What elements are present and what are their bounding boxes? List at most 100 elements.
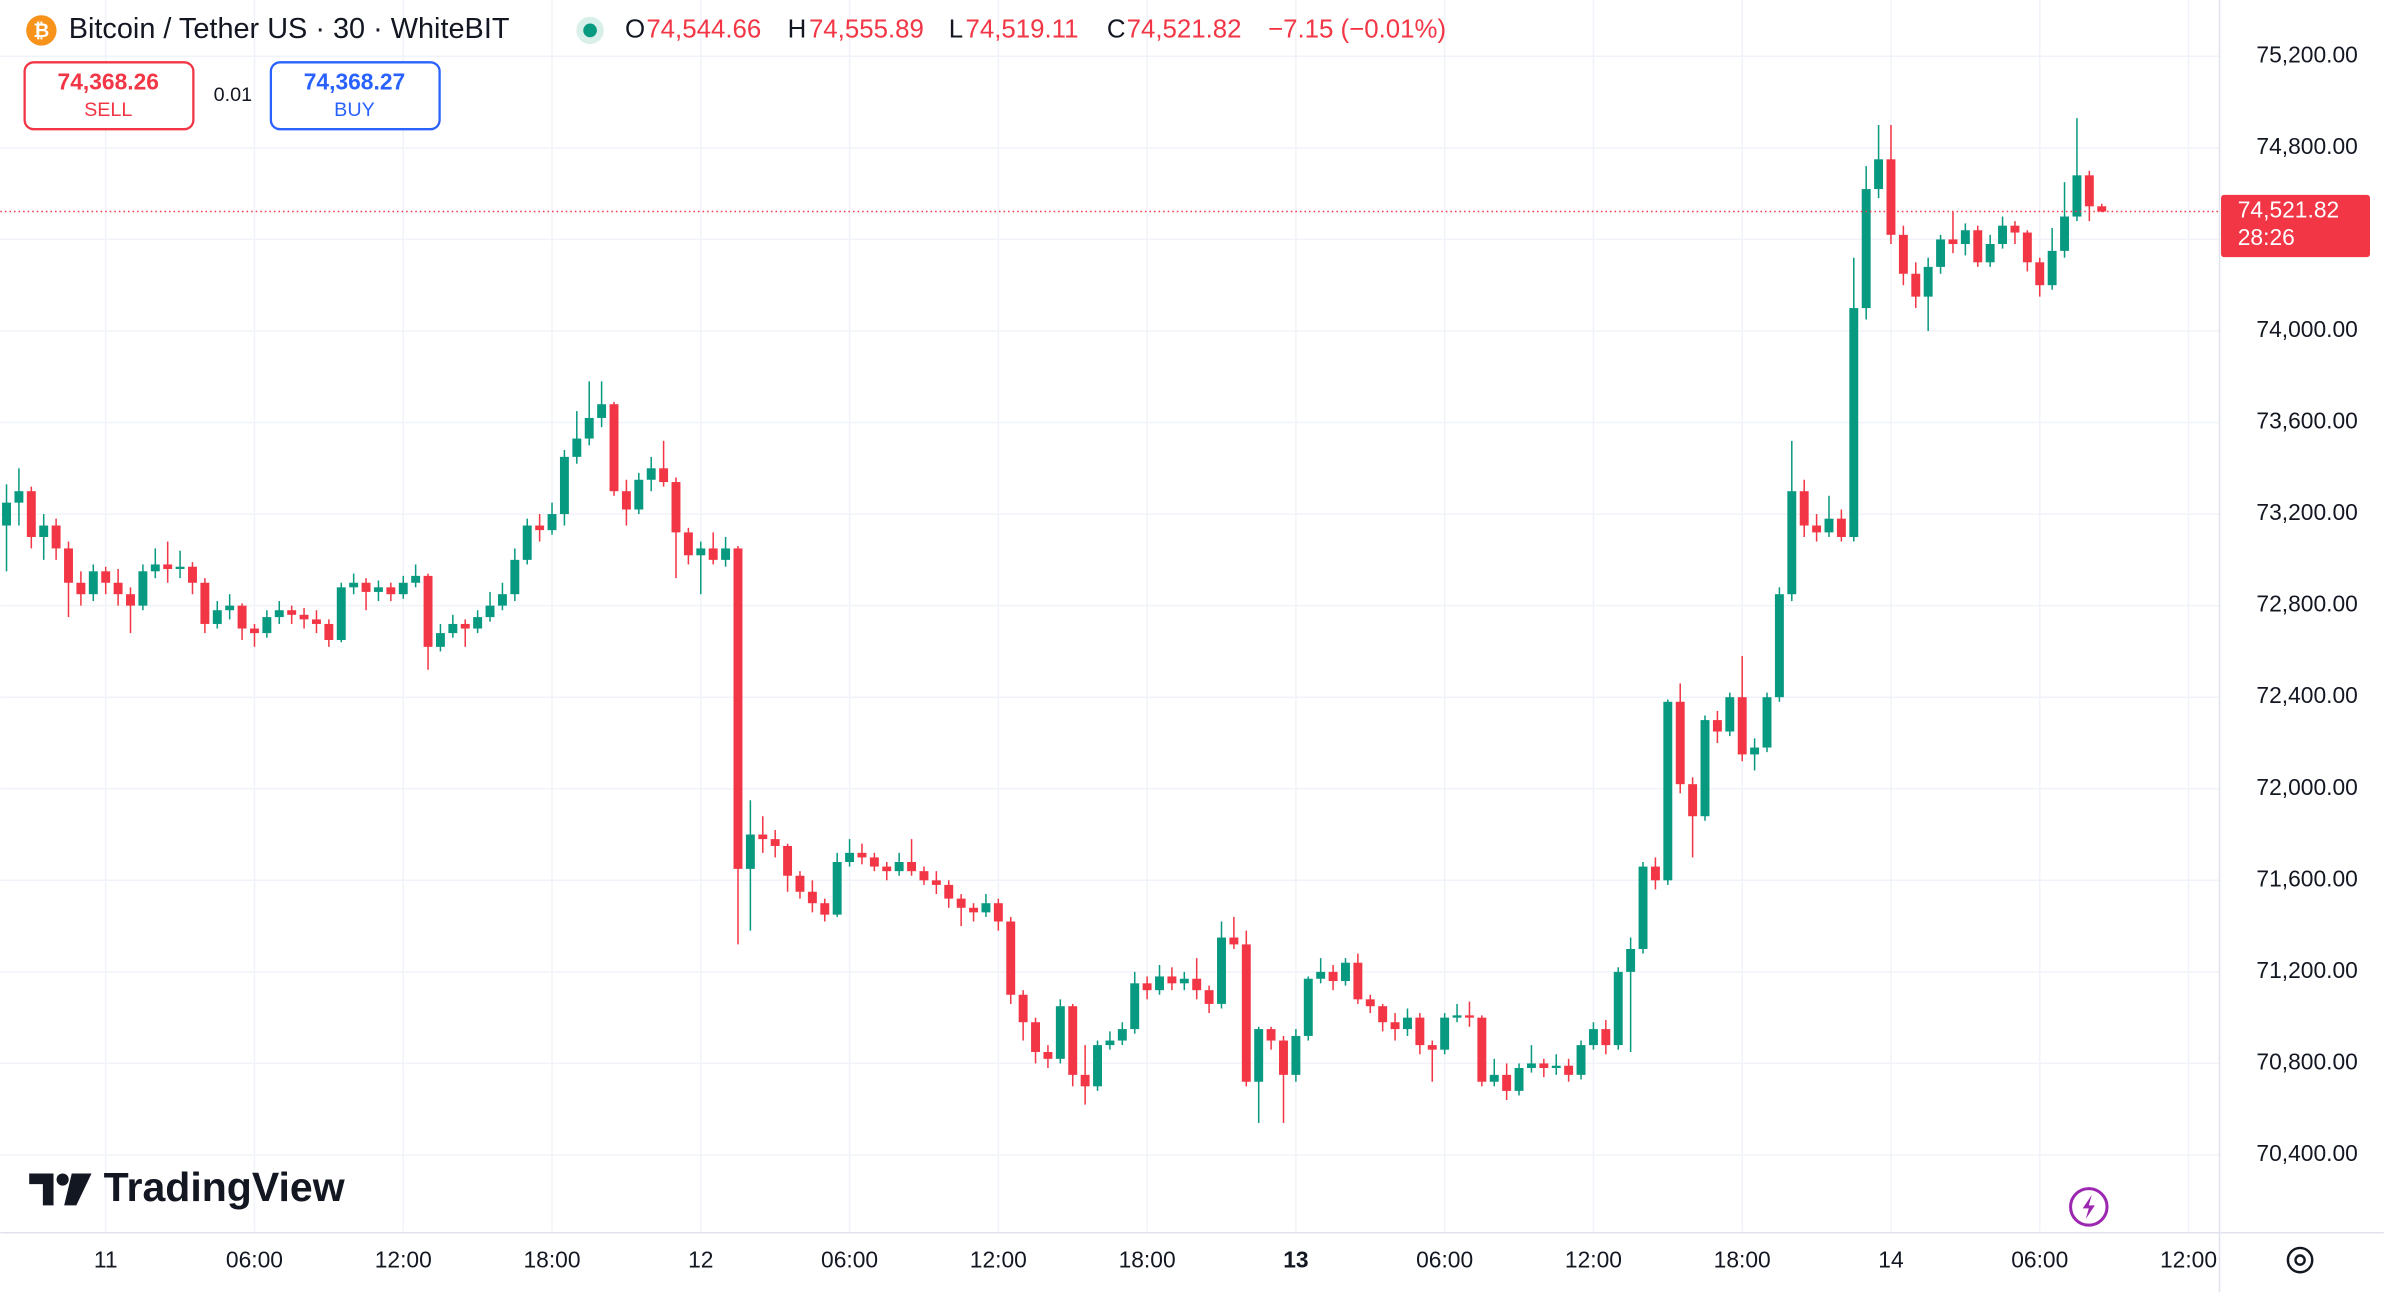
c-label: C [1107,15,1126,43]
candle-body [510,559,520,595]
candle-body [1179,978,1189,984]
candle-body [1601,1029,1611,1046]
candle-body [572,438,582,457]
candle-body [919,871,929,881]
candle-body [274,610,284,618]
buy-price[interactable]: 74,368.27 [304,69,405,95]
candle-body [64,548,73,583]
candle-body [1712,720,1722,732]
x-tick-label: 12:00 [970,1247,1027,1273]
lightning-ring[interactable] [2069,1187,2109,1227]
lightning-button[interactable] [2069,1187,2109,1227]
candle-body [1117,1029,1127,1041]
candle-body [1204,990,1214,1004]
x-tick-label: 14 [1878,1247,1904,1273]
candle-body [1936,239,1946,267]
candle-body [336,587,346,640]
settings-icon-center[interactable] [2294,1254,2306,1266]
candle-body [845,852,855,863]
candle-body [1948,239,1958,244]
candle-body [1849,308,1859,537]
candle-body [969,907,979,913]
buy-label[interactable]: BUY [334,99,375,121]
logo-part [29,1173,54,1206]
candle-body [398,582,408,595]
candle-body [2084,175,2094,207]
candle-body [832,862,842,915]
sell-price[interactable]: 74,368.26 [58,69,159,95]
candle-body [361,582,371,592]
y-tick-label: 75,200.00 [2256,41,2357,67]
candle-body [783,845,793,876]
x-tick-label: 18:00 [1119,1247,1176,1273]
candle-body [1526,1063,1536,1069]
settings-button[interactable] [2286,1246,2314,1274]
y-tick-label: 73,200.00 [2256,499,2357,525]
candle-body [14,491,24,503]
candle-body [907,862,917,872]
x-tick-label: 18:00 [523,1247,580,1273]
ohlc-legend: O 74,544.66 H 74,555.89 L 74,519.11 C 74… [625,15,1446,43]
candle-body [188,566,197,583]
x-tick-label: 06:00 [1416,1247,1473,1273]
candle-body [1923,266,1933,297]
candle-body [1390,1022,1400,1030]
x-tick-label: 06:00 [821,1247,878,1273]
sell-box[interactable] [23,61,195,131]
candle-body [448,623,458,634]
status-dot [583,23,597,38]
candle-body [1638,866,1648,949]
candle-body [88,571,98,595]
candle-body [956,898,966,908]
buy-box[interactable] [269,61,441,131]
candle-body [1266,1029,1276,1041]
sell-label[interactable]: SELL [84,99,132,121]
candle-body [1898,234,1908,274]
candle-body [2060,216,2070,251]
candle-body [1043,1051,1053,1059]
candle-body [1613,971,1623,1046]
candle-body [659,468,669,483]
candle-body [1093,1045,1102,1087]
settings-icon[interactable] [2286,1246,2314,1274]
candle-body [1725,697,1735,732]
buy-button[interactable]: 74,368.27 BUY [269,61,441,131]
candle-body [1564,1065,1574,1075]
candle-body [1192,978,1202,991]
x-tick-label: 12:00 [375,1247,432,1273]
y-tick-label: 74,000.00 [2256,316,2357,342]
candle-body [894,862,904,872]
candle-body [1539,1063,1549,1069]
lightning-icon[interactable] [2082,1194,2095,1220]
candle-body [435,633,445,647]
brand: TradingView [104,1164,345,1210]
change: −7.15 (−0.01%) [1268,15,1446,43]
candle-body [1316,971,1326,979]
candle-body [584,417,594,439]
candle-body [1911,273,1921,297]
candle-body [1080,1074,1090,1087]
candle-body [1452,1015,1462,1018]
candle-body [1427,1045,1437,1050]
candle-body [26,491,36,537]
candle-body [931,880,941,885]
y-tick-label: 71,200.00 [2256,957,2357,983]
candle-body [770,839,780,846]
axes: 70,400.00 70,800.00 71,200.00 71,600.00 72,0… [94,41,2370,1273]
price-tag [2221,194,2370,258]
o-value: 74,544.66 [646,15,761,43]
chart-title: Bitcoin / Tether US · 30 · WhiteBIT [69,13,510,45]
y-tick-label: 72,800.00 [2256,591,2357,617]
candle-body [1787,491,1797,595]
candle-body [1105,1040,1115,1046]
sell-button[interactable]: 74,368.26 SELL [23,61,195,131]
candle-body [708,548,718,560]
candle-body [2047,250,2057,286]
candle-body [1006,921,1016,995]
candle-body [559,456,569,515]
candle-body [1353,962,1363,1000]
candle-body [113,582,123,595]
candle-body [497,594,507,606]
candle-body [696,548,706,556]
candle-body [1663,701,1673,881]
